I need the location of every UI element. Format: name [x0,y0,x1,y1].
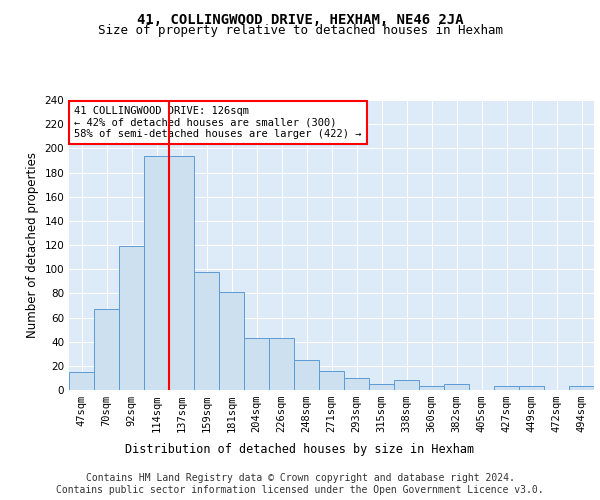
Text: 41 COLLINGWOOD DRIVE: 126sqm
← 42% of detached houses are smaller (300)
58% of s: 41 COLLINGWOOD DRIVE: 126sqm ← 42% of de… [74,106,362,139]
Bar [419,386,444,390]
Bar [269,338,294,390]
Bar [244,338,269,390]
Bar [519,386,544,390]
Y-axis label: Number of detached properties: Number of detached properties [26,152,39,338]
Bar [169,156,194,390]
Bar [294,360,319,390]
Bar [319,370,344,390]
Text: Distribution of detached houses by size in Hexham: Distribution of detached houses by size … [125,442,475,456]
Bar [569,386,594,390]
Text: 41, COLLINGWOOD DRIVE, HEXHAM, NE46 2JA: 41, COLLINGWOOD DRIVE, HEXHAM, NE46 2JA [137,12,463,26]
Text: Contains HM Land Registry data © Crown copyright and database right 2024.
Contai: Contains HM Land Registry data © Crown c… [56,474,544,495]
Bar [119,246,144,390]
Bar [494,386,519,390]
Bar [144,156,169,390]
Bar [94,309,119,390]
Bar [394,380,419,390]
Bar [69,372,94,390]
Bar [369,384,394,390]
Bar [344,378,369,390]
Bar [444,384,469,390]
Text: Size of property relative to detached houses in Hexham: Size of property relative to detached ho… [97,24,503,37]
Bar [194,272,219,390]
Bar [219,292,244,390]
